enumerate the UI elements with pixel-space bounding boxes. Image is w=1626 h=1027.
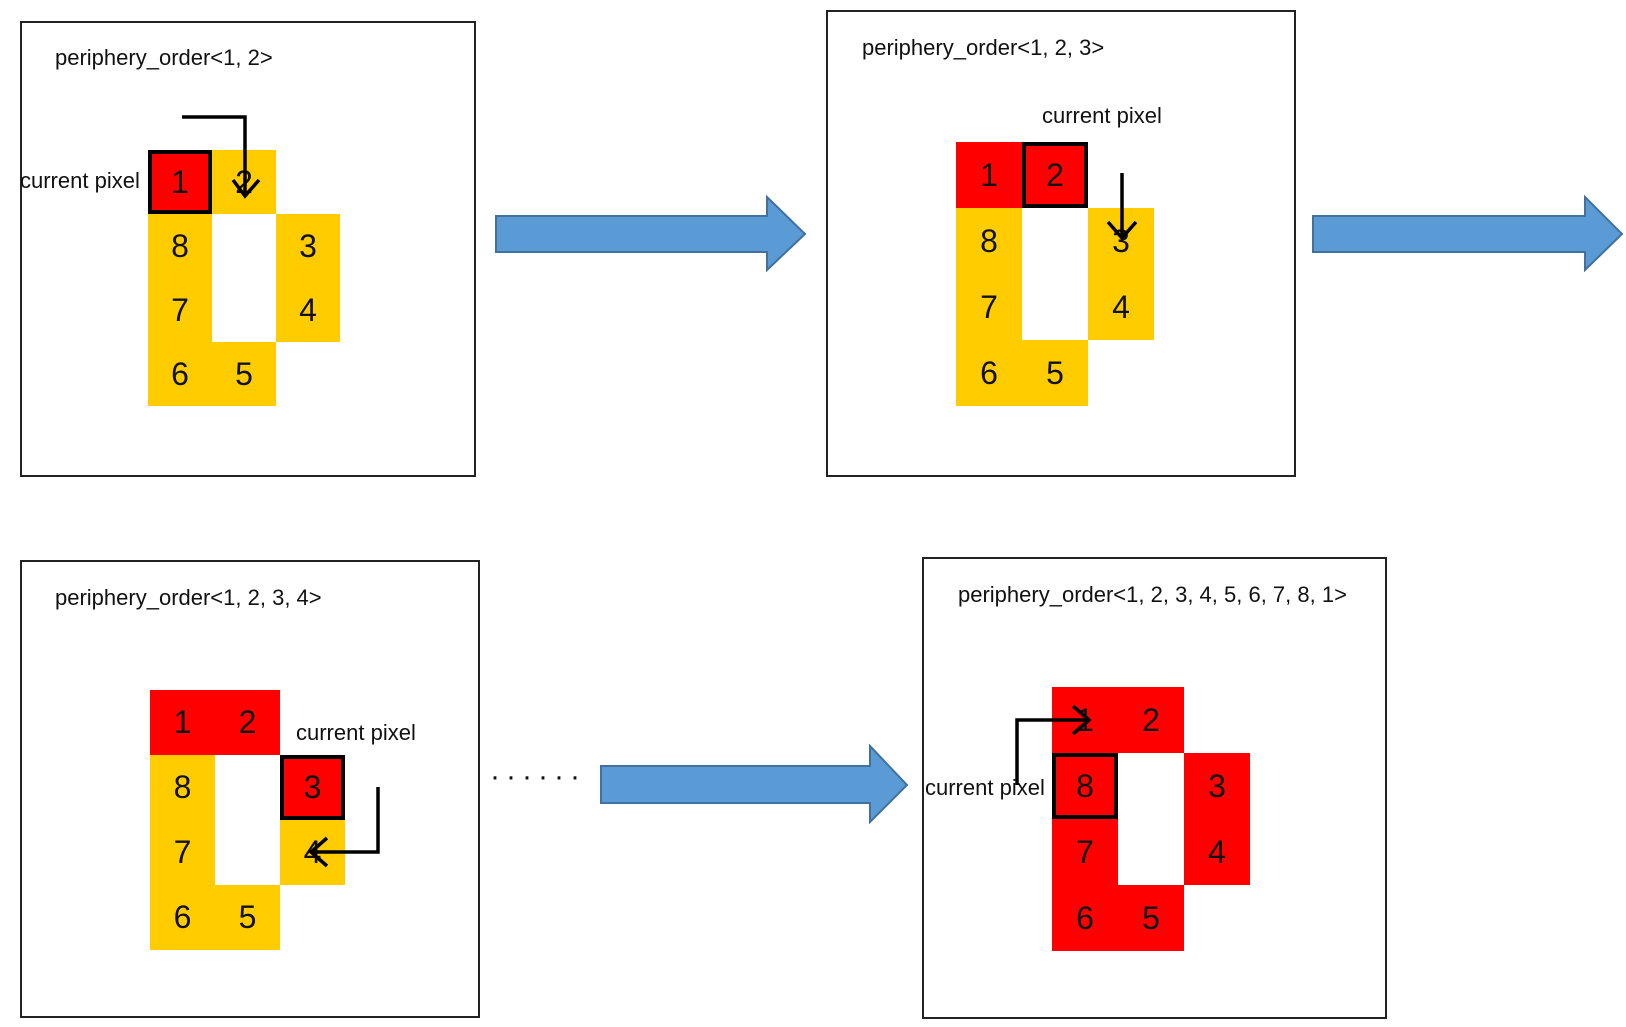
panel-3-cell-6: 6 (150, 885, 215, 950)
panel-3-cell-7: 7 (150, 820, 215, 885)
panel-3-cell-3: 3 (280, 755, 345, 820)
panel-1-cell-8: 8 (148, 214, 212, 278)
flow-arrow-2 (1312, 194, 1624, 273)
panel-3-cell-8: 8 (150, 755, 215, 820)
panel-3-cell-5: 5 (215, 885, 280, 950)
panel-2-cell-4: 4 (1088, 274, 1154, 340)
panel-3-cell-1: 1 (150, 690, 215, 755)
panel-4-cell-7: 7 (1052, 819, 1118, 885)
panel-2-cell-8: 8 (956, 208, 1022, 274)
panel-1-cell-3: 3 (276, 214, 340, 278)
panel-3-order-label: periphery_order<1, 2, 3, 4> (55, 585, 322, 610)
panel-1-order-label: periphery_order<1, 2> (55, 45, 273, 70)
panel-2-cell-7: 7 (956, 274, 1022, 340)
panel-1-cell-6: 6 (148, 342, 212, 406)
panel-2-cell-2: 2 (1022, 142, 1088, 208)
panel-3-cell-2: 2 (215, 690, 280, 755)
panel-4-current-pixel-label: current pixel (925, 775, 1045, 800)
panel-3-current-pixel-label: current pixel (296, 720, 416, 745)
panel-2-cell-6: 6 (956, 340, 1022, 406)
panel-2-direction-arrow (1106, 173, 1138, 241)
ellipsis-dots: ······ (490, 760, 586, 793)
panel-2-cell-5: 5 (1022, 340, 1088, 406)
panel-2-current-pixel-label: current pixel (1042, 103, 1162, 128)
panel-4-cell-5: 5 (1118, 885, 1184, 951)
panel-4-cell-6: 6 (1052, 885, 1118, 951)
panel-1-cell-1: 1 (148, 150, 212, 214)
flow-arrow-1 (495, 194, 807, 273)
panel-4-cell-4: 4 (1184, 819, 1250, 885)
panel-1-direction-arrow (182, 115, 261, 199)
panel-2-cell-1: 1 (956, 142, 1022, 208)
panel-1-cell-4: 4 (276, 278, 340, 342)
panel-2-order-label: periphery_order<1, 2, 3> (862, 35, 1105, 60)
panel-1-current-pixel-label: current pixel (20, 168, 140, 193)
panel-4-cell-8: 8 (1052, 753, 1118, 819)
panel-4-cell-2: 2 (1118, 687, 1184, 753)
panel-1-cell-5: 5 (212, 342, 276, 406)
panel-4-direction-arrow (1015, 704, 1092, 785)
panel-3-direction-arrow (308, 787, 380, 868)
flow-arrow-3 (600, 743, 909, 825)
panel-1-cell-7: 7 (148, 278, 212, 342)
panel-4-cell-3: 3 (1184, 753, 1250, 819)
panel-4-order-label: periphery_order<1, 2, 3, 4, 5, 6, 7, 8, … (958, 582, 1347, 607)
